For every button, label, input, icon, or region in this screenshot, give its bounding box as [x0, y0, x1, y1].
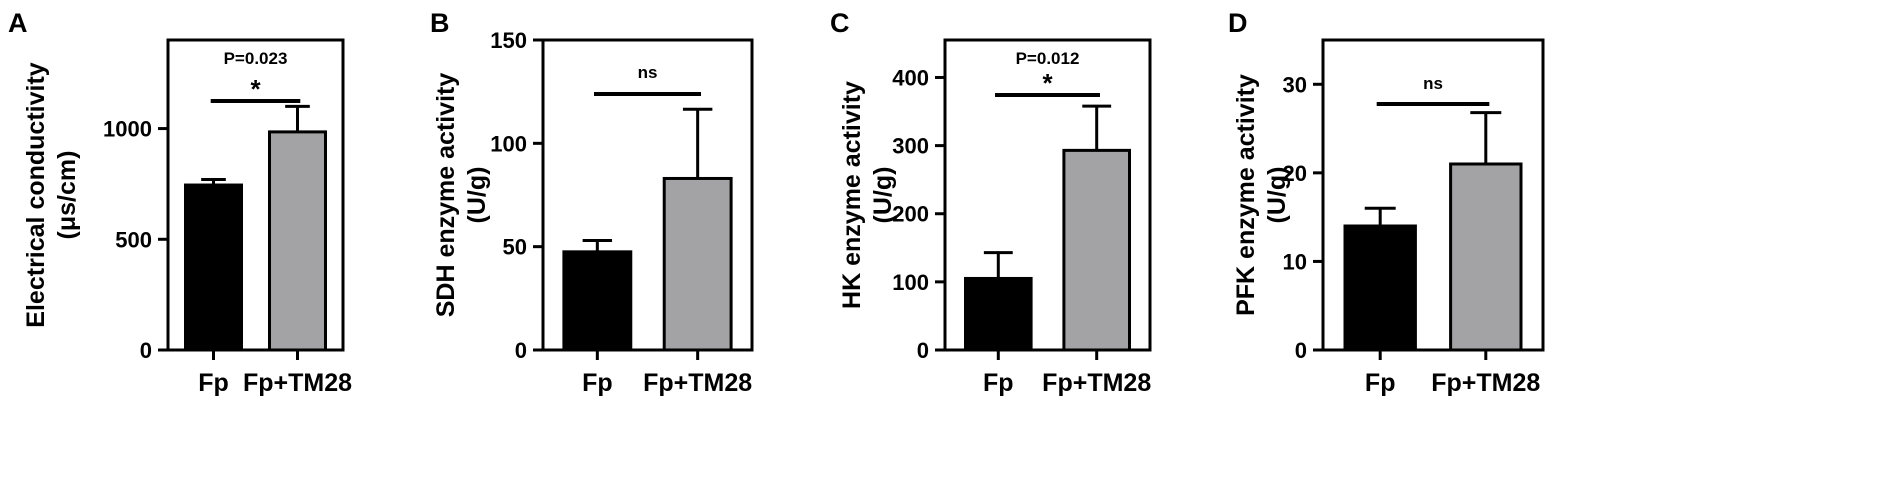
y-tick-label: 50	[503, 235, 527, 260]
x-tick-label: Fp+TM28	[243, 369, 352, 397]
x-tick-label: Fp+TM28	[1431, 369, 1540, 397]
x-tick-label: Fp	[1365, 369, 1396, 397]
panel-letter: D	[1228, 8, 1248, 38]
y-axis-label: Electrical conductivity	[22, 62, 50, 327]
y-tick-label: 1000	[103, 117, 152, 142]
panel-letter: A	[8, 8, 28, 38]
bar-fp-tm28	[268, 130, 327, 352]
significance-text: ns	[1423, 74, 1443, 93]
significance-text: ns	[638, 63, 658, 82]
y-tick-label: 100	[490, 131, 527, 156]
chart-panel-d: D Fp Fp+TM28 0 10 20 30 PFK enzyme activity (U/g…	[1228, 8, 1545, 397]
y-tick-label: 20	[1283, 161, 1307, 186]
plot-frame	[166, 38, 345, 352]
y-tick-label: 100	[892, 270, 929, 295]
significance-text: P=0.023	[224, 49, 288, 68]
bar-fp-tm28	[1062, 148, 1132, 352]
x-tick-label: Fp	[983, 369, 1014, 397]
y-tick-label: 500	[115, 227, 152, 252]
plot-frame	[1321, 38, 1545, 352]
bar-fp-tm28	[1449, 162, 1523, 352]
y-axis-unit: (U/g)	[1263, 167, 1291, 224]
y-tick-label: 400	[892, 65, 929, 90]
significance-text: P=0.012	[1016, 49, 1080, 68]
bar-fp	[1343, 224, 1417, 352]
y-tick-label: 300	[892, 134, 929, 159]
y-axis-unit: (μs/cm)	[53, 151, 81, 240]
y-axis-label: SDH enzyme activity	[432, 73, 460, 318]
y-tick-label: 200	[892, 202, 929, 227]
significance-star: *	[250, 74, 261, 104]
y-axis-unit: (U/g)	[463, 167, 491, 224]
chart-panel-c: C Fp Fp+TM28 0 100 200 300 400 HK enzyme activit…	[830, 8, 1152, 397]
y-tick-label: 0	[140, 338, 152, 363]
panel-letter: B	[430, 8, 450, 38]
chart-panel-a: A Fp Fp+TM28 0 500 1000 Electrical conductivit…	[8, 8, 352, 397]
x-tick-label: Fp	[198, 369, 229, 397]
y-tick-label: 150	[490, 28, 527, 53]
x-tick-label: Fp+TM28	[1042, 369, 1151, 397]
y-axis-unit: (U/g)	[869, 167, 897, 224]
y-tick-label: 0	[515, 338, 527, 363]
significance-star: *	[1042, 68, 1053, 98]
bar-fp	[562, 250, 633, 352]
plot-frame	[943, 38, 1152, 352]
y-tick-label: 10	[1283, 249, 1307, 274]
panel-letter: C	[830, 8, 850, 38]
bar-fp-tm28	[662, 176, 733, 352]
y-tick-label: 0	[917, 338, 929, 363]
x-tick-label: Fp+TM28	[643, 369, 752, 397]
bar-fp	[964, 276, 1033, 352]
y-tick-label: 30	[1283, 72, 1307, 97]
plot-frame	[541, 38, 754, 352]
y-axis-label: HK enzyme activity	[838, 81, 866, 309]
x-tick-label: Fp	[582, 369, 613, 397]
bar-fp	[184, 183, 243, 352]
y-tick-label: 0	[1295, 338, 1307, 363]
chart-panel-b: B Fp Fp+TM28 0 50 100 150 SDH enzyme activity (U…	[430, 8, 754, 397]
y-axis-label: PFK enzyme activity	[1232, 74, 1260, 316]
